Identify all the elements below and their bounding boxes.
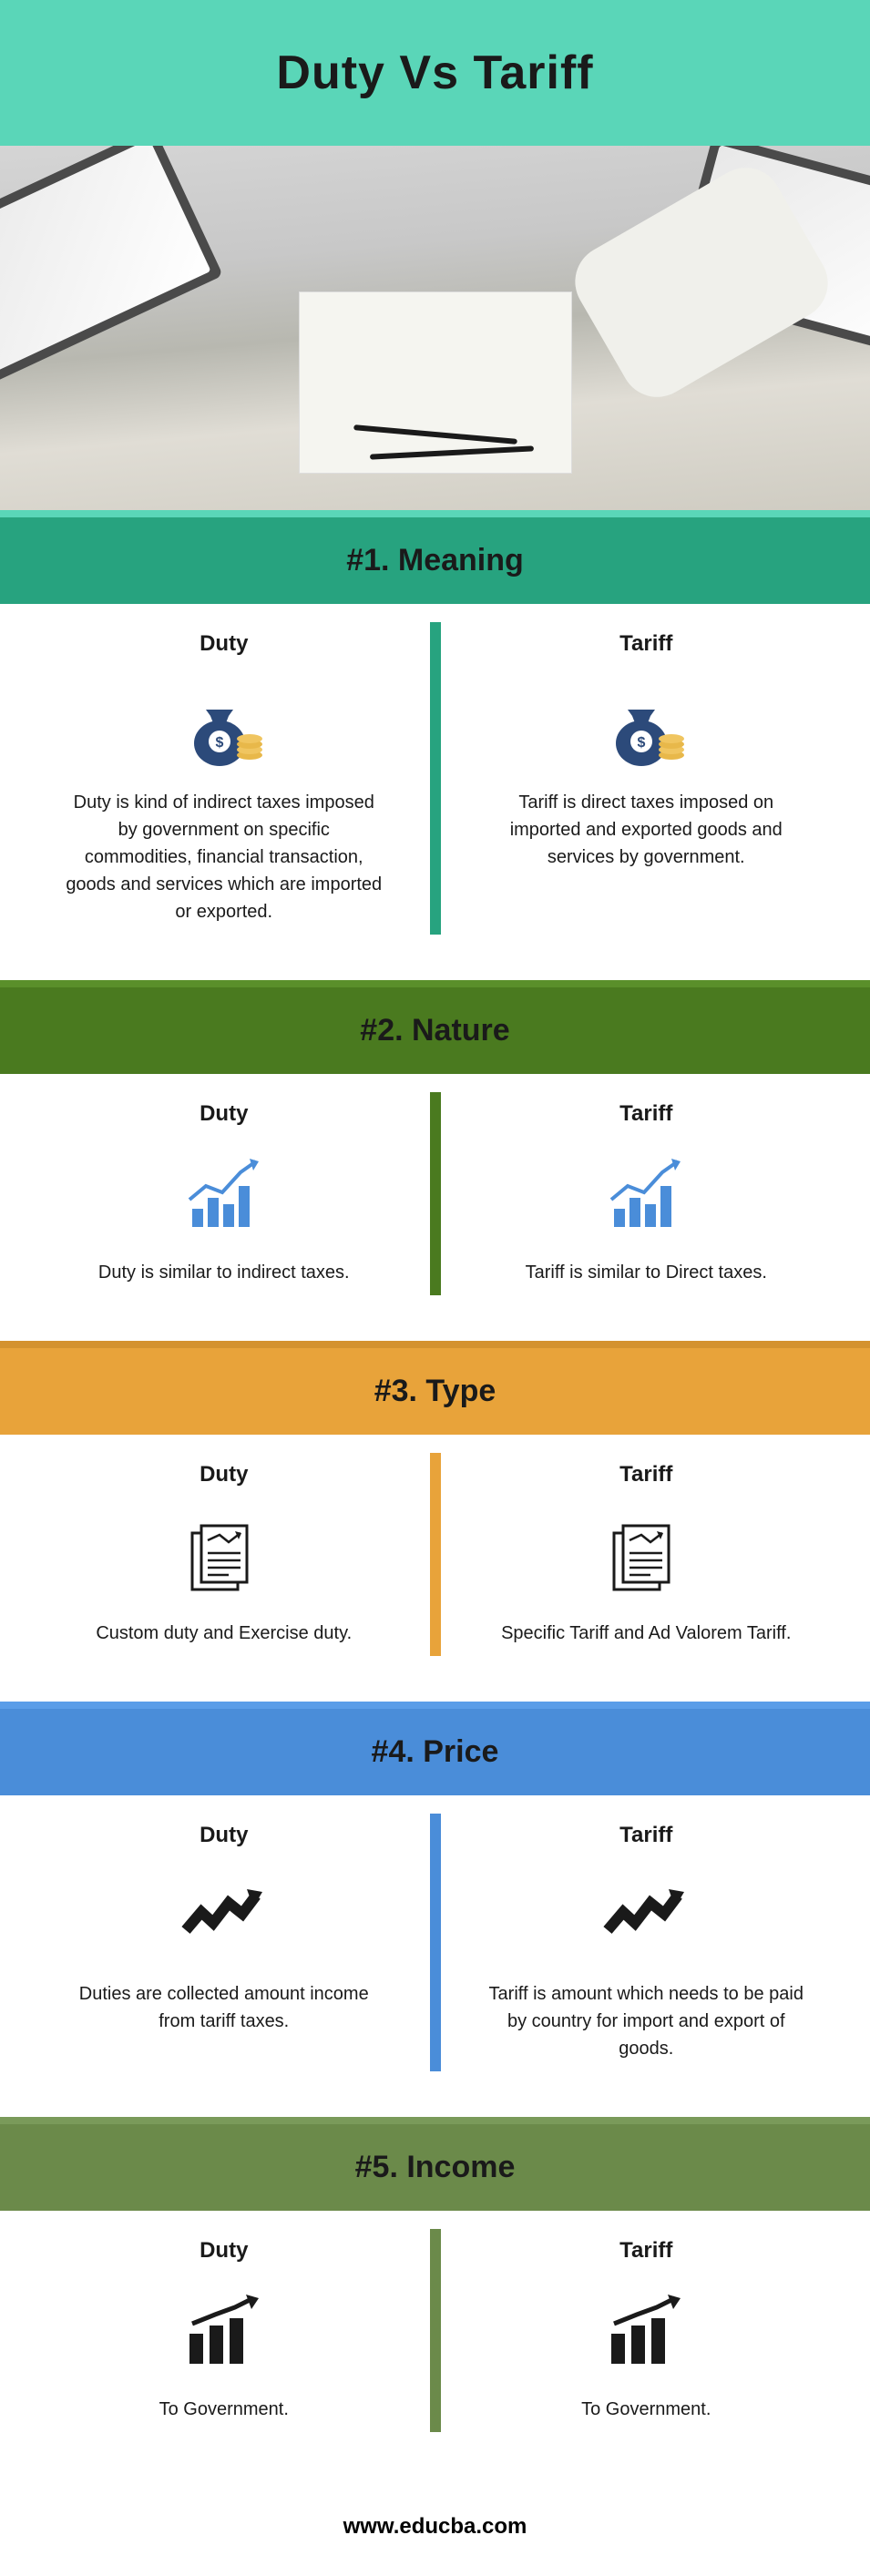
accent-bar (0, 1341, 870, 1348)
compare-row: Duty Duty is similar to indirect taxes. … (0, 1074, 870, 1341)
right-column: Tariff Tariff is amount which needs to b… (450, 1814, 844, 2071)
right-label: Tariff (477, 1101, 816, 1127)
left-label: Duty (55, 1101, 394, 1127)
right-label: Tariff (477, 2238, 816, 2264)
section-header: #1. Meaning (0, 517, 870, 604)
vertical-divider (430, 1814, 441, 2071)
accent-bar (0, 1702, 870, 1709)
section-header: #3. Type (0, 1348, 870, 1435)
bars-arrow-icon (477, 2286, 816, 2377)
right-label: Tariff (477, 1823, 816, 1848)
right-column: Tariff To Government. (450, 2229, 844, 2432)
left-text: To Government. (55, 2396, 394, 2423)
bar-trend-icon (55, 1150, 394, 1241)
right-text: Tariff is similar to Direct taxes. (477, 1259, 816, 1286)
vertical-divider (430, 1453, 441, 1656)
left-text: Custom duty and Exercise duty. (55, 1620, 394, 1647)
left-column: Duty Duties are collected amount income … (27, 1814, 421, 2071)
accent-bar (0, 980, 870, 987)
right-label: Tariff (477, 631, 816, 657)
right-text: Specific Tariff and Ad Valorem Tariff. (477, 1620, 816, 1647)
left-text: Duties are collected amount income from … (55, 1980, 394, 2035)
vertical-divider (430, 1092, 441, 1295)
left-column: Duty Duty is similar to indirect taxes. (27, 1092, 421, 1295)
section-header: #2. Nature (0, 987, 870, 1074)
comparison-section: #3. Type Duty Custom duty and Exercise d… (0, 1341, 870, 1702)
right-column: Tariff Tariff is similar to Direct taxes… (450, 1092, 844, 1295)
left-column: Duty Duty is kind of indirect taxes impo… (27, 622, 421, 935)
left-column: Duty Custom duty and Exercise duty. (27, 1453, 421, 1656)
comparison-section: #2. Nature Duty Duty is similar to indir… (0, 980, 870, 1341)
money-bag-icon (55, 680, 394, 771)
vertical-divider (430, 2229, 441, 2432)
bars-arrow-icon (55, 2286, 394, 2377)
left-label: Duty (55, 2238, 394, 2264)
documents-icon (477, 1510, 816, 1601)
left-label: Duty (55, 1462, 394, 1487)
zigzag-arrow-icon (477, 1871, 816, 1962)
right-column: Tariff Tariff is direct taxes imposed on… (450, 622, 844, 935)
bar-trend-icon (477, 1150, 816, 1241)
comparison-section: #4. Price Duty Duties are collected amou… (0, 1702, 870, 2117)
footer-url: www.educba.com (0, 2478, 870, 2576)
title-band: Duty Vs Tariff (0, 0, 870, 146)
infographic-container: Duty Vs Tariff #1. Meaning Duty Duty is … (0, 0, 870, 2576)
left-text: Duty is kind of indirect taxes imposed b… (55, 789, 394, 925)
compare-row: Duty Custom duty and Exercise duty. Tari… (0, 1435, 870, 1702)
section-header: #4. Price (0, 1709, 870, 1795)
left-label: Duty (55, 1823, 394, 1848)
hero-image (0, 146, 870, 510)
compare-row: Duty Duty is kind of indirect taxes impo… (0, 604, 870, 980)
comparison-section: #5. Income Duty To Government. Tariff To… (0, 2117, 870, 2478)
zigzag-arrow-icon (55, 1871, 394, 1962)
right-text: To Government. (477, 2396, 816, 2423)
accent-bar (0, 2117, 870, 2124)
money-bag-icon (477, 680, 816, 771)
left-text: Duty is similar to indirect taxes. (55, 1259, 394, 1286)
right-text: Tariff is direct taxes imposed on import… (477, 789, 816, 871)
left-label: Duty (55, 631, 394, 657)
right-column: Tariff Specific Tariff and Ad Valorem Ta… (450, 1453, 844, 1656)
comparison-section: #1. Meaning Duty Duty is kind of indirec… (0, 510, 870, 980)
left-column: Duty To Government. (27, 2229, 421, 2432)
compare-row: Duty To Government. Tariff To Government… (0, 2211, 870, 2478)
accent-bar (0, 510, 870, 517)
documents-icon (55, 1510, 394, 1601)
decor-laptop-left (0, 146, 223, 383)
right-text: Tariff is amount which needs to be paid … (477, 1980, 816, 2062)
right-label: Tariff (477, 1462, 816, 1487)
compare-row: Duty Duties are collected amount income … (0, 1795, 870, 2117)
section-header: #5. Income (0, 2124, 870, 2211)
vertical-divider (430, 622, 441, 935)
page-title: Duty Vs Tariff (18, 46, 852, 100)
